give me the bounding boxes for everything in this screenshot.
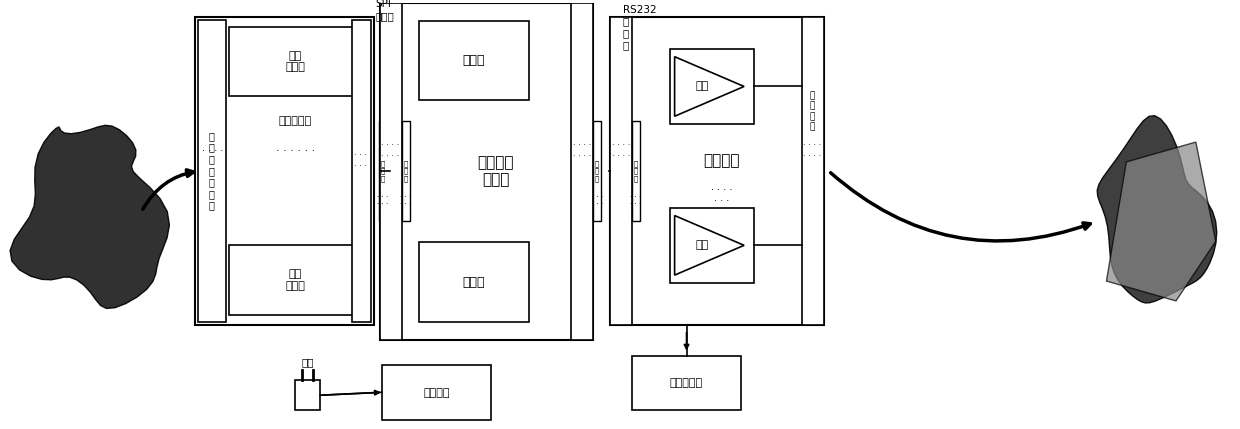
Text: 模数
转换器: 模数 转换器 [285, 269, 305, 291]
Text: SPI
连接线: SPI 连接线 [376, 0, 394, 21]
Text: 主
芯
片: 主 芯 片 [403, 160, 408, 182]
Bar [378, 121, 387, 221]
Bar [610, 17, 632, 325]
Bar [632, 356, 742, 410]
Bar [352, 20, 371, 322]
Text: 滤波器: 滤波器 [463, 54, 485, 67]
Bar [670, 208, 754, 283]
Text: · · · ·
· · · ·: · · · · · · · · [573, 141, 591, 161]
Bar [572, 3, 593, 340]
Bar [593, 121, 601, 221]
Text: 电流: 电流 [696, 82, 709, 91]
Text: 插头: 插头 [301, 357, 314, 368]
Text: 模数
转换器: 模数 转换器 [285, 51, 305, 73]
Bar [195, 17, 373, 325]
Polygon shape [1106, 142, 1215, 301]
Text: · · · · · ·: · · · · · · [275, 146, 315, 156]
Text: 编码器: 编码器 [463, 275, 485, 289]
Text: · · · ·
· · · ·: · · · · · · · · [382, 141, 399, 161]
Text: 电刺激器: 电刺激器 [703, 154, 739, 169]
Bar [295, 381, 320, 410]
Text: 电源管理: 电源管理 [423, 388, 450, 398]
Text: · · · ·
· · · ·: · · · · · · · · [611, 141, 630, 161]
Text: · · · ·
· · ·: · · · · · · · [711, 185, 732, 206]
Text: · · ·
· · ·: · · · · · · [377, 194, 388, 207]
Text: · · · ·
· · · ·: · · · · · · · · [804, 141, 822, 161]
Bar [379, 3, 402, 340]
Text: 主
芯
片: 主 芯 片 [595, 160, 599, 182]
Bar [229, 27, 363, 97]
Text: · · ·
· · ·: · · · · · · [401, 194, 412, 207]
Polygon shape [10, 125, 170, 308]
Bar [198, 20, 226, 322]
Bar [632, 121, 640, 221]
Bar [402, 121, 409, 221]
Polygon shape [675, 57, 744, 116]
Polygon shape [1097, 116, 1216, 303]
Text: · · ·
· · ·: · · · · · · [591, 194, 603, 207]
Text: RS232
连
接
线: RS232 连 接 线 [622, 5, 657, 50]
Bar [670, 49, 754, 124]
Bar [229, 245, 363, 315]
Text: 主
芯
片: 主 芯 片 [634, 160, 639, 182]
Text: 电流: 电流 [696, 240, 709, 251]
Text: · · · ·
· · · ·: · · · · · · · · [353, 151, 372, 171]
Polygon shape [675, 215, 744, 275]
Text: 压力传感器: 压力传感器 [279, 116, 312, 126]
Text: · · ·
· · ·: · · · · · · [630, 194, 641, 207]
Text: 主
芯
片: 主 芯 片 [381, 160, 384, 182]
Text: 数字信号
处理器: 数字信号 处理器 [477, 155, 515, 187]
Text: 柔
性
传
感
器
阵
列: 柔 性 传 感 器 阵 列 [210, 131, 215, 211]
Bar [419, 242, 528, 322]
Text: 皮
肤
电
极: 皮 肤 电 极 [810, 91, 815, 131]
Text: · · · ·: · · · · [202, 146, 223, 156]
Bar [419, 21, 528, 100]
Bar [379, 3, 593, 340]
Text: 液晶显示器: 液晶显示器 [670, 378, 703, 388]
Bar [610, 17, 823, 325]
Bar [382, 366, 491, 420]
Bar [802, 17, 823, 325]
